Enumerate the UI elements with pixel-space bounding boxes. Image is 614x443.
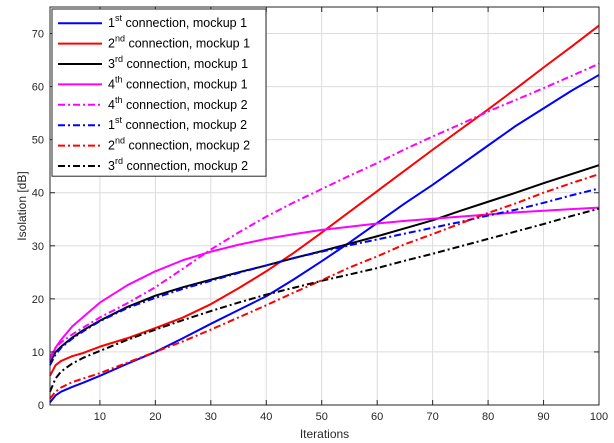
y-tick-label: 50 <box>32 135 44 147</box>
x-tick-label: 80 <box>482 411 494 423</box>
axis-ticks: 10 20 30 40 50 60 70 80 90 100 0 10 20 30 40 50 60 70 <box>32 7 608 423</box>
series-line-7 <box>49 173 600 400</box>
x-tick-label: 30 <box>205 411 217 423</box>
legend-label: 1st connection, mockup 1 <box>108 13 247 30</box>
y-tick-label: 10 <box>32 347 44 359</box>
x-tick-label: 100 <box>590 411 608 423</box>
y-tick-label: 70 <box>32 29 44 41</box>
series-line-8 <box>49 207 600 393</box>
series-line-5 <box>49 62 600 358</box>
y-tick-label: 60 <box>32 82 44 94</box>
y-tick-label: 20 <box>32 294 44 306</box>
legend-label: 2nd connection, mockup 1 <box>108 34 250 51</box>
y-tick-label: 0 <box>38 400 44 412</box>
plot-frame <box>49 6 600 406</box>
x-tick-label: 10 <box>94 411 106 423</box>
legend-label: 4th connection, mockup 1 <box>108 74 248 91</box>
x-tick-label: 70 <box>427 411 439 423</box>
x-tick-label: 60 <box>371 411 383 423</box>
x-tick-label: 40 <box>260 411 272 423</box>
legend-label: 3rd connection, mockup 2 <box>108 156 248 173</box>
series-lines <box>49 24 600 403</box>
y-axis-title: Isolation [dB] <box>15 171 29 240</box>
y-tick-label: 40 <box>32 188 44 200</box>
legend-label: 1st connection, mockup 2 <box>108 115 247 132</box>
series-line-6 <box>49 187 600 366</box>
x-tick-label: 20 <box>149 411 161 423</box>
x-tick-label: 90 <box>537 411 549 423</box>
x-tick-label: 50 <box>316 411 328 423</box>
legend-label: 4th connection, mockup 2 <box>108 95 248 112</box>
legend-label: 2nd connection, mockup 2 <box>108 136 250 153</box>
x-axis-title: Iterations <box>300 427 349 441</box>
y-tick-label: 30 <box>32 241 44 253</box>
legend-box <box>51 8 267 177</box>
legend: 1st connection, mockup 1 2nd connection, … <box>51 8 267 177</box>
legend-label: 3rd connection, mockup 1 <box>108 54 248 71</box>
series-line-1 <box>49 74 600 403</box>
